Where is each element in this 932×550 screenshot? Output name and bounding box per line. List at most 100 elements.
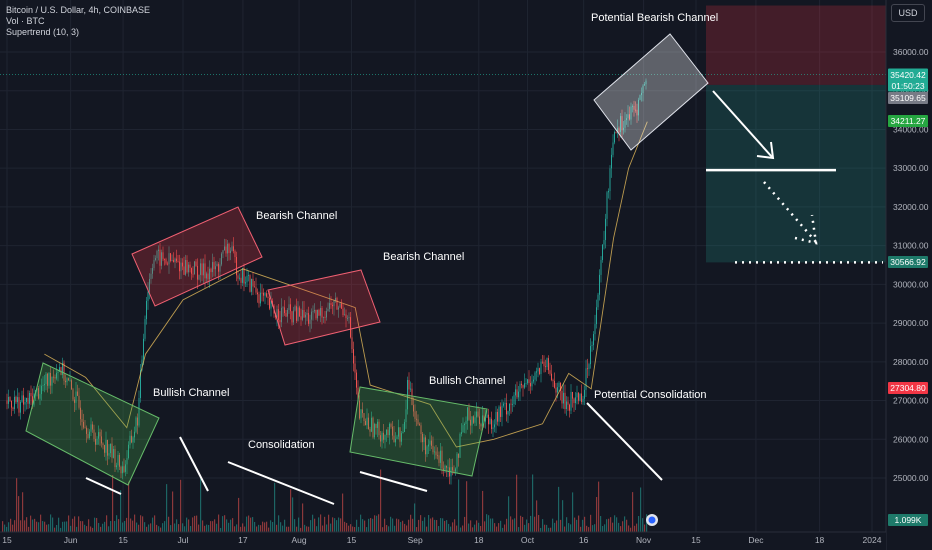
volume-bar [638,516,640,532]
candle [162,252,164,260]
candle [341,303,342,309]
currency-button[interactable]: USD [891,4,925,22]
candle [81,419,83,422]
volume-bar [180,479,182,532]
volume-bar [458,479,460,532]
volume-bar [142,516,144,532]
volume-bar [22,492,24,532]
candle [431,440,432,446]
volume-bar [200,478,202,532]
volume-bar [562,500,564,532]
volume-bar [150,523,152,532]
candle [573,398,575,404]
volume-bar [84,524,86,532]
candle [621,116,623,131]
candle [398,427,399,437]
volume-bar [396,518,398,532]
candle [252,278,254,287]
candle [93,429,95,439]
candle [527,379,528,384]
volume-bar [166,484,168,532]
candle [147,291,149,301]
candle [617,128,618,132]
candle [485,417,486,422]
candle [15,396,17,403]
volume-bar [112,475,114,532]
volume-bar [266,521,268,532]
candle [389,423,390,436]
candle [72,389,74,400]
candle [227,243,228,254]
volume-bar [392,518,394,532]
volume-bar [516,474,518,532]
volume-bar [186,517,188,532]
candle [177,261,179,262]
volume-bar [610,517,612,532]
volume-bar [288,526,290,532]
candle [482,415,483,427]
candle [24,401,26,405]
volume-bar [192,517,194,532]
candle [582,398,584,403]
candle [405,409,407,423]
candle [44,383,45,386]
candle [383,432,384,440]
candle [83,421,84,428]
candle [183,266,185,275]
stop-loss-zone [706,5,886,85]
candle [245,282,246,284]
candle [243,268,245,284]
candle [318,309,320,316]
candle [69,380,71,382]
symbol-title[interactable]: Bitcoin / U.S. Dollar, 4h, COINBASE [6,5,151,15]
candle [48,373,50,386]
volume-bar [216,523,218,532]
volume-bar [28,526,30,532]
volume-bar [308,526,310,532]
candle [384,434,386,440]
candle [348,317,350,319]
candle [260,292,261,304]
candle [584,389,585,399]
candle [42,385,44,386]
candle [174,258,176,263]
volume-bar [482,490,484,532]
volume-bar [408,519,410,532]
candle [65,380,66,383]
volume-bar [92,527,94,532]
candle [87,433,89,438]
volume-bar [90,526,92,532]
volume-bar [456,525,458,532]
y-tick-label: 27000.00 [893,396,929,406]
volume-bar [294,519,296,532]
candle [594,324,596,335]
volume-bar [634,525,636,532]
volume-bar [40,514,42,532]
volume-bar [368,518,370,532]
supertrend-indicator-label[interactable]: Supertrend (10, 3) [6,27,80,37]
candle [548,358,549,371]
volume-bar [336,520,338,532]
candle [575,397,576,404]
volume-bar [144,522,146,532]
volume-bar [100,526,102,532]
candle [353,349,354,364]
candle [153,259,155,269]
volume-bar [354,527,356,532]
volume-bar [614,515,616,532]
candle [204,263,206,279]
volume-bar [170,525,172,532]
candle [39,394,41,399]
volume-bar [202,520,204,532]
volume-bar [554,522,556,532]
volume-bar [568,523,570,532]
volume-bar [370,518,372,532]
candle [330,303,332,305]
volume-bar [442,518,444,532]
volume-indicator-label[interactable]: Vol · BTC [6,16,45,26]
candle [515,389,516,396]
candle [89,431,90,438]
candle [293,310,294,323]
